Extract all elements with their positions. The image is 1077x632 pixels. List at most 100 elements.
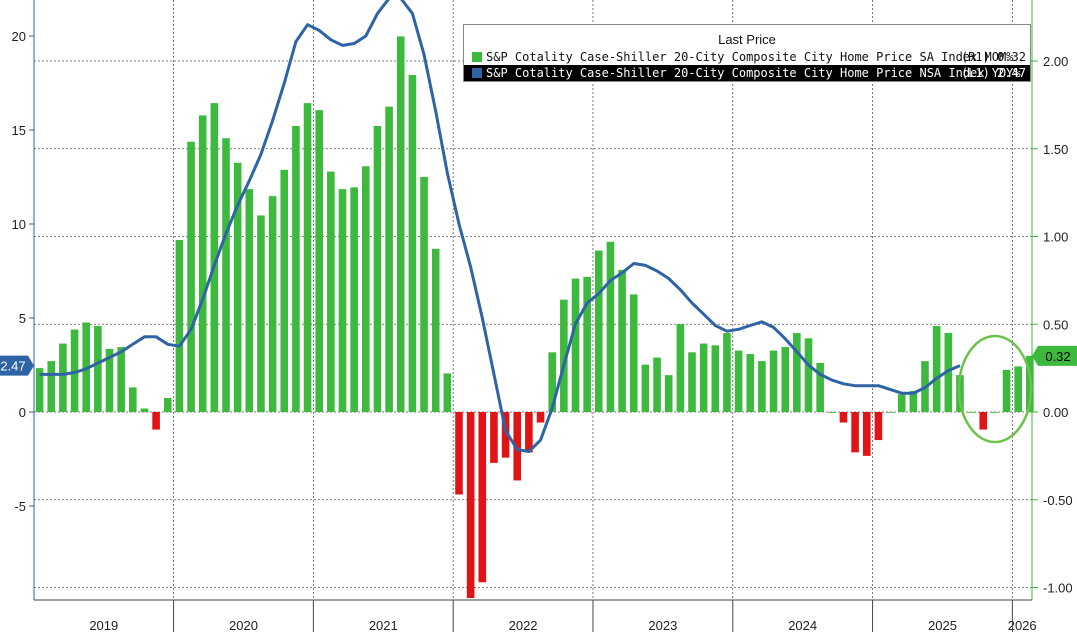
bar [210, 103, 219, 413]
bar [629, 294, 638, 412]
left-tick-label: 20 [12, 29, 26, 44]
line-series [39, 0, 961, 453]
x-tick-label: 2019 [89, 618, 118, 632]
bar [478, 412, 487, 583]
bar [991, 412, 999, 413]
x-tick-label: 2023 [648, 618, 677, 632]
bar [443, 373, 452, 412]
bar [816, 362, 824, 412]
bar [734, 350, 743, 412]
legend-entry-value: (R1) 0.32 [960, 50, 1026, 64]
right-tick-label: 1.00 [1043, 230, 1068, 245]
left-last-value-tag [0, 355, 34, 376]
bar [536, 412, 545, 423]
x-tick-label: 2024 [788, 618, 817, 632]
bar [35, 368, 44, 412]
left-tick-label: 0 [19, 405, 26, 420]
bar [466, 412, 475, 599]
bar [1014, 366, 1022, 412]
bar [268, 196, 277, 412]
bar [897, 394, 906, 412]
legend: Last Price S&P Cotality Case-Shiller 20-… [463, 24, 1031, 82]
gridlines [34, 0, 1032, 600]
bar [129, 387, 137, 412]
highlight-ellipse [957, 334, 1033, 444]
axes [33, 0, 1033, 601]
bar [664, 375, 673, 412]
bar [513, 412, 522, 481]
bar-series [35, 36, 1034, 599]
bar [163, 397, 172, 412]
green-swatch-icon [472, 52, 482, 62]
bar [595, 250, 603, 412]
x-tick-label: 2021 [369, 618, 398, 632]
bar [525, 412, 533, 453]
bar [140, 408, 149, 412]
right-tick-label: -1.00 [1043, 581, 1073, 596]
bar [408, 75, 417, 412]
bar [455, 412, 463, 495]
bar [781, 347, 789, 412]
yoy-line [39, 0, 961, 453]
bar [699, 343, 708, 412]
right-tick-label: 2.00 [1043, 54, 1068, 69]
legend-entry-yoy[interactable]: S&P Cotality Case-Shiller 20-City Compos… [464, 65, 1030, 81]
bar [862, 412, 871, 456]
right-tick-label: 0.00 [1043, 405, 1068, 420]
bar [362, 166, 370, 412]
x-tick-label: 2020 [229, 618, 258, 632]
bar [420, 176, 428, 412]
bar [350, 187, 358, 412]
left-axis: -5 0 5 10 15 20 [12, 29, 34, 514]
x-tick-label: 2025 [928, 618, 957, 632]
bar [59, 343, 67, 412]
bar [944, 333, 953, 412]
bar [676, 324, 685, 412]
bar [292, 125, 300, 412]
left-tick-label: -5 [14, 499, 26, 514]
legend-entry-value: (L1) 2.47 [960, 66, 1026, 80]
bar [688, 352, 696, 412]
bar [583, 276, 591, 412]
bar [327, 171, 335, 412]
legend-entry-mom[interactable]: S&P Cotality Case-Shiller 20-City Compos… [464, 49, 1030, 65]
bar [909, 390, 918, 412]
bar [758, 361, 766, 412]
bar [851, 412, 859, 453]
bar [560, 299, 568, 412]
right-last-value-label: 0.32 [1045, 349, 1070, 364]
right-tick-label: -0.50 [1043, 493, 1073, 508]
bar [886, 412, 894, 413]
bar [175, 240, 184, 412]
legend-entry-label: S&P Cotality Case-Shiller 20-City Compos… [486, 66, 1021, 80]
bar [47, 361, 56, 412]
bar [117, 347, 125, 412]
bar [70, 329, 79, 412]
bar [839, 412, 848, 423]
bar [932, 326, 941, 412]
bar [1002, 369, 1011, 412]
bar [105, 348, 114, 412]
bar [618, 269, 626, 412]
bar [245, 189, 254, 412]
bar [280, 169, 289, 412]
bar [548, 352, 556, 412]
last-value-labels: 2.47 0.32 [0, 345, 1077, 376]
bar [769, 350, 778, 412]
bar [793, 333, 801, 412]
right-last-value-tag [1032, 345, 1077, 366]
legend-entry-label: S&P Cotality Case-Shiller 20-City Compos… [486, 50, 1014, 64]
x-tick-label: 2026 [1008, 618, 1037, 632]
right-tick-label: 0.50 [1043, 317, 1068, 332]
bar [804, 338, 813, 412]
bar [338, 189, 347, 412]
bar [501, 412, 510, 458]
right-axis: -1.00 -0.50 0.00 0.50 1.00 1.50 2.00 [1032, 54, 1073, 596]
bar [723, 333, 731, 412]
right-tick-label: 1.50 [1043, 142, 1068, 157]
bar [653, 357, 661, 412]
bar [94, 326, 102, 412]
bar [187, 141, 195, 413]
